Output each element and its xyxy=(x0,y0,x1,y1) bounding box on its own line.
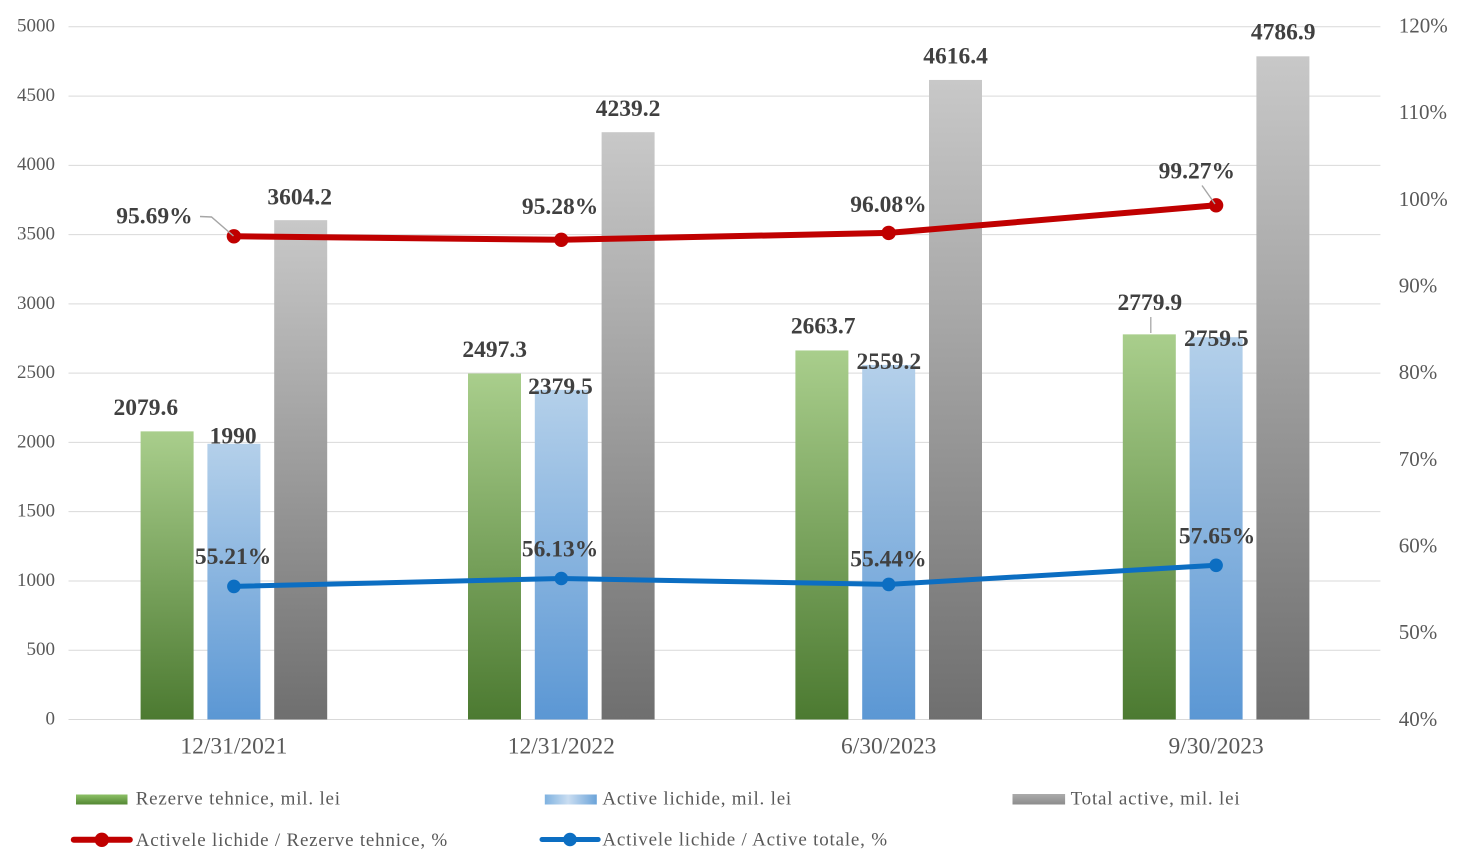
svg-text:50%: 50% xyxy=(1399,620,1438,644)
svg-text:70%: 70% xyxy=(1399,447,1438,471)
svg-text:60%: 60% xyxy=(1399,533,1438,557)
svg-text:2497.3: 2497.3 xyxy=(462,337,527,363)
svg-text:2759.5: 2759.5 xyxy=(1184,326,1249,352)
svg-text:100%: 100% xyxy=(1399,187,1448,211)
svg-text:95.28%: 95.28% xyxy=(522,194,598,220)
svg-text:99.27%: 99.27% xyxy=(1159,159,1235,185)
svg-text:80%: 80% xyxy=(1399,360,1438,384)
svg-text:57.65%: 57.65% xyxy=(1179,523,1255,549)
svg-text:Activele lichide / Rezerve teh: Activele lichide / Rezerve tehnice, % xyxy=(136,830,448,851)
svg-text:4616.4: 4616.4 xyxy=(923,44,988,70)
svg-text:55.21%: 55.21% xyxy=(195,544,271,570)
svg-text:2379.5: 2379.5 xyxy=(528,374,593,400)
svg-text:1000: 1000 xyxy=(17,570,55,591)
svg-text:120%: 120% xyxy=(1399,13,1448,37)
svg-text:4786.9: 4786.9 xyxy=(1251,19,1316,45)
svg-text:1500: 1500 xyxy=(17,501,55,522)
svg-text:6/30/2023: 6/30/2023 xyxy=(841,734,936,760)
svg-text:2779.9: 2779.9 xyxy=(1117,290,1182,316)
svg-text:4500: 4500 xyxy=(17,85,55,106)
svg-text:40%: 40% xyxy=(1399,707,1438,731)
svg-text:4239.2: 4239.2 xyxy=(596,96,661,122)
svg-text:3604.2: 3604.2 xyxy=(267,184,332,210)
svg-text:2000: 2000 xyxy=(17,431,55,452)
svg-text:Active lichide, mil. lei: Active lichide, mil. lei xyxy=(602,789,792,810)
svg-text:90%: 90% xyxy=(1399,273,1438,297)
svg-text:4000: 4000 xyxy=(17,154,55,175)
svg-text:0: 0 xyxy=(46,708,56,729)
svg-text:110%: 110% xyxy=(1399,100,1447,124)
svg-text:Rezerve tehnice, mil. lei: Rezerve tehnice, mil. lei xyxy=(136,789,341,810)
svg-text:2079.6: 2079.6 xyxy=(113,395,178,421)
svg-text:Activele lichide / Active tota: Activele lichide / Active totale, % xyxy=(602,830,887,851)
svg-text:3500: 3500 xyxy=(17,224,55,245)
svg-text:2559.2: 2559.2 xyxy=(856,349,921,375)
svg-text:5000: 5000 xyxy=(17,16,55,37)
svg-text:96.08%: 96.08% xyxy=(850,192,926,218)
svg-text:12/31/2021: 12/31/2021 xyxy=(180,734,287,760)
svg-text:55.44%: 55.44% xyxy=(850,547,926,573)
svg-text:Total active, mil. lei: Total active, mil. lei xyxy=(1071,789,1241,810)
svg-text:2663.7: 2663.7 xyxy=(791,314,856,340)
svg-text:56.13%: 56.13% xyxy=(522,537,598,563)
svg-text:2500: 2500 xyxy=(17,362,55,383)
svg-text:500: 500 xyxy=(27,639,56,660)
svg-text:9/30/2023: 9/30/2023 xyxy=(1168,734,1263,760)
svg-text:12/31/2022: 12/31/2022 xyxy=(508,734,615,760)
svg-text:95.69%: 95.69% xyxy=(116,204,192,230)
svg-text:3000: 3000 xyxy=(17,293,55,314)
svg-text:1990: 1990 xyxy=(210,423,257,449)
